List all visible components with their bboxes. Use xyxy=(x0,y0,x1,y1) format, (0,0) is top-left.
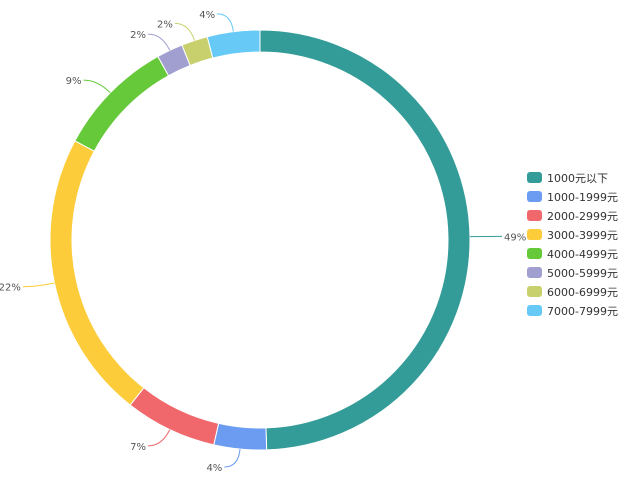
value-label-6000-6999: 2% xyxy=(157,19,173,30)
legend-label: 2000-2999元 xyxy=(547,209,618,223)
legend-swatch xyxy=(527,305,542,316)
legend-swatch xyxy=(527,286,542,297)
legend-item-4000-4999[interactable]: 4000-4999元 xyxy=(527,244,637,263)
leader-line-4000-4999 xyxy=(83,79,111,94)
leader-line-7000-7999 xyxy=(217,13,234,32)
slice-4000-4999[interactable] xyxy=(74,55,170,152)
legend-label: 3000-3999元 xyxy=(547,228,618,242)
legend-item-1000-1999[interactable]: 1000-1999元 xyxy=(527,187,637,206)
slice-1000-below[interactable] xyxy=(259,29,471,451)
leader-line-1000-1999 xyxy=(224,449,241,468)
value-labels-layer: 49% 4% 7% 22% 9% 2% 2% 4% xyxy=(0,10,526,474)
legend-label: 6000-6999元 xyxy=(547,285,618,299)
legend-swatch xyxy=(527,210,542,221)
value-label-7000-7999: 4% xyxy=(199,10,215,21)
leader-line-3000-3999 xyxy=(22,282,55,288)
slice-2000-2999[interactable] xyxy=(129,387,220,446)
legend-item-3000-3999[interactable]: 3000-3999元 xyxy=(527,225,637,244)
leader-line-6000-6999 xyxy=(174,22,195,41)
slice-7000-7999[interactable] xyxy=(206,29,261,59)
legend-label: 1000-1999元 xyxy=(547,190,618,204)
legend-swatch xyxy=(527,229,542,240)
legend-label: 4000-4999元 xyxy=(547,247,618,261)
legend-swatch xyxy=(527,191,542,202)
slice-3000-3999[interactable] xyxy=(49,140,145,406)
legend-item-6000-6999[interactable]: 6000-6999元 xyxy=(527,282,637,301)
value-label-1000-1999: 4% xyxy=(206,463,222,474)
value-label-5000-5999: 2% xyxy=(130,30,146,41)
legend-label: 5000-5999元 xyxy=(547,266,618,280)
leader-line-2000-2999 xyxy=(147,429,171,447)
value-label-2000-2999: 7% xyxy=(130,442,146,453)
leader-lines-layer xyxy=(22,13,502,468)
value-label-3000-3999: 22% xyxy=(0,283,21,294)
leader-line-5000-5999 xyxy=(147,33,171,51)
legend-label: 1000元以下 xyxy=(547,171,608,185)
legend-item-1000-below[interactable]: 1000元以下 xyxy=(527,168,637,187)
legend-item-5000-5999[interactable]: 5000-5999元 xyxy=(527,263,637,282)
value-label-1000-below: 49% xyxy=(504,232,526,243)
legend-swatch xyxy=(527,172,542,183)
legend-swatch xyxy=(527,267,542,278)
value-label-4000-4999: 9% xyxy=(66,76,82,87)
chart-legend: 1000元以下 1000-1999元 2000-2999元 3000-3999元 400… xyxy=(527,168,637,320)
legend-label: 7000-7999元 xyxy=(547,304,618,318)
legend-item-7000-7999[interactable]: 7000-7999元 xyxy=(527,301,637,320)
legend-item-2000-2999[interactable]: 2000-2999元 xyxy=(527,206,637,225)
slices-layer xyxy=(49,29,471,451)
slice-1000-1999[interactable] xyxy=(213,422,268,451)
legend-swatch xyxy=(527,248,542,259)
